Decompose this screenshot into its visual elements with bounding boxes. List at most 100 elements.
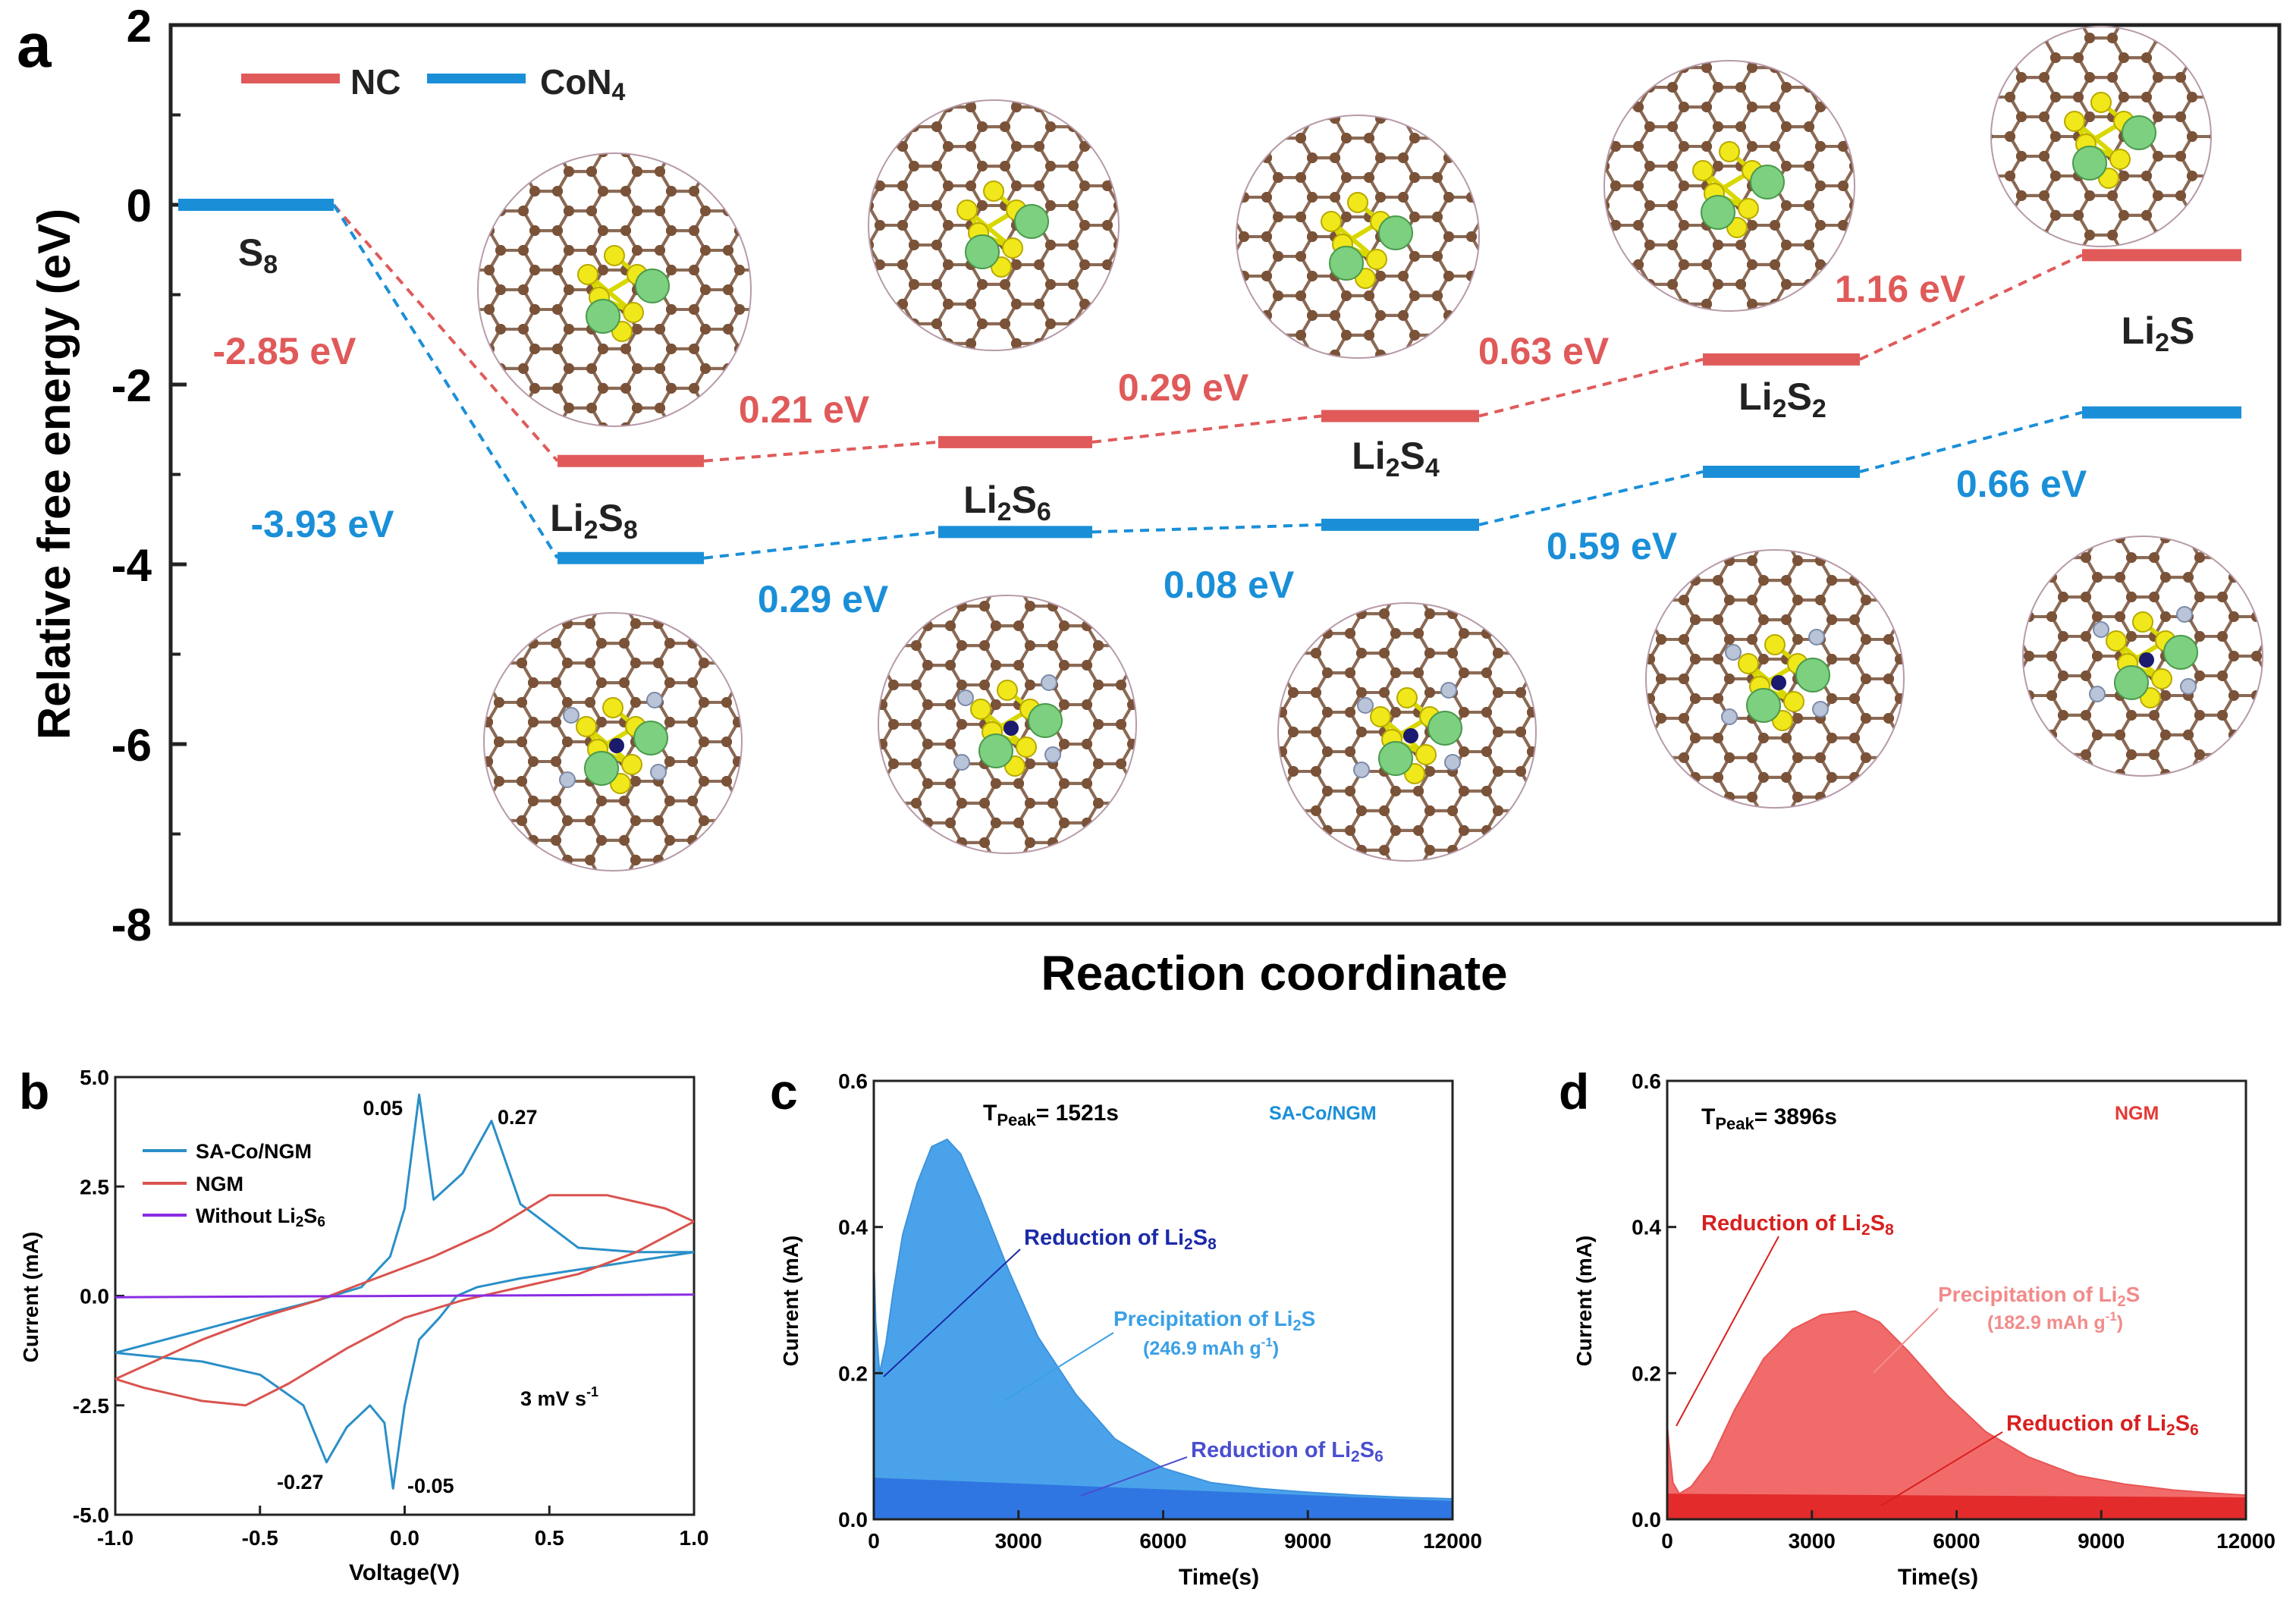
carbon-atom xyxy=(1398,34,1409,45)
carbon-atom xyxy=(768,166,779,177)
carbon-atom xyxy=(943,496,953,507)
carbon-atom xyxy=(859,166,870,177)
carbon-atom xyxy=(1102,152,1113,163)
carbon-atom xyxy=(1113,42,1124,53)
carbon-atom xyxy=(450,403,460,413)
carbon-atom xyxy=(700,521,711,532)
carbon-atom xyxy=(1250,358,1261,369)
carbon-atom xyxy=(795,240,806,250)
carbon-atom xyxy=(768,8,779,19)
carbon-atom xyxy=(977,358,988,369)
carbon-atom xyxy=(700,127,711,137)
carbon-atom xyxy=(1136,121,1147,132)
carbon-atom xyxy=(795,516,806,526)
carbon-atom xyxy=(1409,93,1420,104)
lattice-hex xyxy=(1210,186,1255,225)
carbon-atom xyxy=(1398,0,1409,5)
carbon-atom xyxy=(1057,34,1067,45)
carbon-atom xyxy=(806,102,817,112)
carbon-atom xyxy=(905,521,916,532)
carbon-atom xyxy=(1136,3,1147,14)
carbon-atom xyxy=(1034,417,1044,428)
lattice-hex xyxy=(1096,39,1142,79)
carbon-atom xyxy=(484,186,495,197)
carbon-atom xyxy=(655,323,665,335)
lattice-hex xyxy=(1469,115,1479,140)
carbon-atom xyxy=(859,521,870,532)
carbon-atom xyxy=(484,620,495,630)
carbon-atom xyxy=(1500,54,1511,64)
carbon-atom xyxy=(461,422,472,433)
carbon-atom xyxy=(416,462,426,473)
carbon-atom xyxy=(768,639,779,650)
carbon-atom xyxy=(829,457,840,467)
carbon-atom xyxy=(791,166,802,177)
carbon-atom xyxy=(909,555,919,566)
carbon-atom xyxy=(829,220,840,231)
carbon-atom xyxy=(795,200,806,211)
carbon-atom xyxy=(1148,259,1158,270)
carbon-atom xyxy=(1136,3,1147,14)
carbon-atom xyxy=(689,153,699,158)
carbon-atom xyxy=(1000,82,1010,93)
lattice-hex xyxy=(728,33,774,73)
carbon-atom xyxy=(894,422,904,433)
carbon-atom xyxy=(791,8,802,19)
carbon-atom xyxy=(837,363,847,374)
carbon-atom xyxy=(894,501,904,512)
carbon-atom xyxy=(1125,0,1135,5)
carbon-atom xyxy=(761,62,771,73)
carbon-atom xyxy=(1193,113,1204,124)
carbon-atom xyxy=(450,482,460,492)
carbon-atom xyxy=(1296,93,1306,104)
carbon-atom xyxy=(1261,74,1272,84)
carbon-atom xyxy=(1000,82,1010,93)
carbon-atom xyxy=(700,127,711,137)
carbon-atom xyxy=(1205,437,1215,448)
lattice-hex xyxy=(800,501,846,541)
carbon-atom xyxy=(734,153,745,158)
carbon-atom xyxy=(1375,0,1386,5)
carbon-atom xyxy=(1136,133,1147,143)
carbon-atom xyxy=(772,437,783,448)
lattice-hex xyxy=(800,225,846,265)
carbon-atom xyxy=(977,397,988,408)
carbon-atom xyxy=(347,580,358,591)
carbon-atom xyxy=(1102,102,1113,113)
lithium-atom xyxy=(586,299,620,334)
carbon-atom xyxy=(909,200,919,212)
carbon-atom xyxy=(347,462,358,473)
carbon-atom xyxy=(382,324,392,335)
carbon-atom xyxy=(806,141,817,152)
carbon-atom xyxy=(825,146,836,157)
carbon-atom xyxy=(1182,516,1192,526)
carbon-atom xyxy=(723,8,733,19)
carbon-atom xyxy=(795,437,806,448)
carbon-atom xyxy=(700,521,711,532)
carbon-atom xyxy=(1250,3,1261,14)
carbon-atom xyxy=(529,68,540,78)
carbon-atom xyxy=(700,8,711,19)
carbon-atom xyxy=(1409,54,1420,64)
carbon-atom xyxy=(1534,74,1545,84)
carbon-atom xyxy=(768,166,779,177)
carbon-atom xyxy=(1205,121,1215,132)
carbon-atom xyxy=(1236,172,1238,184)
carbon-atom xyxy=(347,620,358,630)
carbon-atom xyxy=(393,146,404,157)
carbon-atom xyxy=(495,482,506,492)
carbon-atom xyxy=(768,48,779,58)
carbon-atom xyxy=(700,442,711,453)
carbon-atom xyxy=(806,457,817,467)
carbon-atom xyxy=(837,166,847,177)
carbon-atom xyxy=(518,8,529,19)
carbon-atom xyxy=(757,68,768,78)
carbon-atom xyxy=(825,620,836,630)
carbon-atom xyxy=(1284,62,1295,73)
lattice-hex xyxy=(1107,521,1153,561)
carbon-atom xyxy=(1614,54,1625,64)
carbon-atom xyxy=(704,397,715,408)
carbon-atom xyxy=(1205,161,1215,171)
carbon-atom xyxy=(1216,338,1227,349)
carbon-atom xyxy=(859,482,870,492)
